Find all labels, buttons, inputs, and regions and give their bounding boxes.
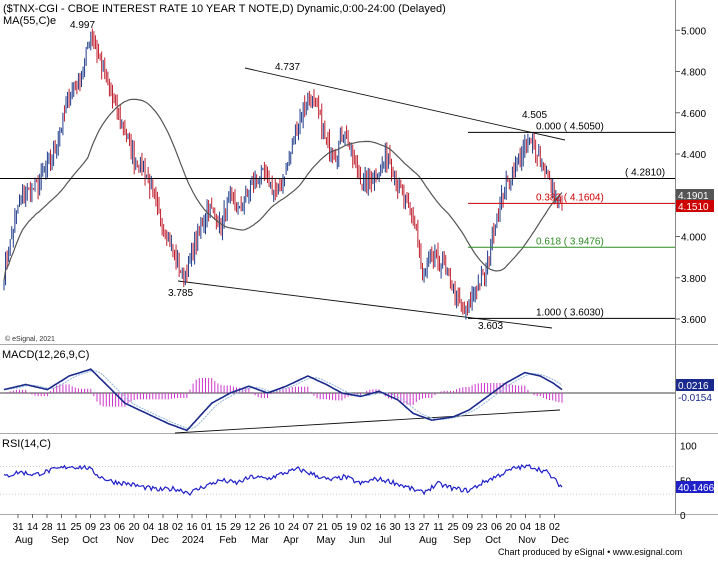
- x-month-label: 2024: [182, 535, 205, 546]
- price-tick-label: 4.800: [681, 68, 706, 79]
- chart-title: ($TNX-CGI - CBOE INTEREST RATE 10 YEAR T…: [3, 3, 446, 15]
- x-day-label: 02: [549, 522, 561, 533]
- level-label-fib-382: 0.382 ( 4.1604): [536, 192, 604, 203]
- x-day-label: 24: [288, 522, 300, 533]
- x-day-label: 20: [128, 522, 140, 533]
- price-tick-label: 4.400: [681, 150, 706, 161]
- x-day-label: 04: [143, 522, 155, 533]
- x-day-label: 16: [186, 522, 198, 533]
- x-day-label: 23: [476, 522, 488, 533]
- ma-legend: MA(55,C)e: [3, 15, 56, 27]
- price-tick-label: 5.000: [681, 26, 706, 37]
- x-month-label: Nov: [116, 535, 134, 546]
- level-label-fib-618: 0.618 ( 3.9476): [536, 236, 604, 247]
- price-annotation: 4.997: [70, 20, 95, 31]
- upper-trendline: [244, 67, 566, 141]
- price-annotation: 3.603: [478, 321, 503, 332]
- x-day-label: 02: [172, 522, 184, 533]
- ma-value-badge: 4.1901: [678, 191, 709, 202]
- x-day-label: 20: [505, 522, 517, 533]
- price-annotation: 4.505: [522, 110, 547, 121]
- price-value-badge-bg: [676, 200, 714, 212]
- rsi-tick-label: 0: [680, 511, 686, 522]
- x-day-label: 25: [70, 522, 82, 533]
- ma-line: [3, 98, 563, 281]
- macd-value-badge: 0.0216: [678, 381, 709, 392]
- copyright-text: © eSignal, 2021: [5, 335, 55, 343]
- macd-line: [3, 368, 563, 432]
- rsi-value-badge: 40.1466: [678, 483, 715, 494]
- price-value-badge: 4.1510: [678, 202, 709, 213]
- x-day-label: 16: [375, 522, 387, 533]
- level-label-support: ( 4.2810): [625, 168, 665, 179]
- x-day-label: 01: [201, 522, 213, 533]
- rsi-tick-label: 100: [680, 442, 697, 453]
- x-day-label: 09: [462, 522, 474, 533]
- macd-title: MACD(12,26,9,C): [2, 349, 89, 361]
- x-month-label: May: [317, 535, 336, 546]
- x-day-label: 14: [27, 522, 39, 533]
- x-day-label: 30: [389, 522, 401, 533]
- x-month-label: Mar: [251, 535, 269, 546]
- x-day-label: 10: [273, 522, 285, 533]
- x-month-label: Dec: [551, 535, 569, 546]
- rsi-title: RSI(14,C): [2, 438, 51, 450]
- rsi-line: [3, 463, 563, 496]
- signal-value-badge: -0.0154: [678, 393, 712, 404]
- footer-credit: Chart produced by eSignal • www.esignal.…: [498, 547, 682, 557]
- x-day-label: 19: [346, 522, 358, 533]
- x-month-label: Aug: [15, 535, 33, 546]
- x-month-label: Oct: [82, 535, 98, 546]
- lower-trendline: [177, 280, 553, 329]
- x-day-label: 26: [259, 522, 271, 533]
- x-day-label: 11: [433, 522, 444, 533]
- price-annotation: 4.737: [275, 62, 300, 73]
- x-month-label: Sep: [51, 535, 69, 546]
- x-day-label: 07: [302, 522, 314, 533]
- x-month-label: Nov: [518, 535, 536, 546]
- x-day-label: 04: [520, 522, 532, 533]
- x-day-label: 29: [230, 522, 242, 533]
- x-month-label: Aug: [419, 535, 437, 546]
- x-month-label: Jul: [379, 535, 392, 546]
- x-day-label: 27: [418, 522, 430, 533]
- x-month-label: Sep: [453, 535, 471, 546]
- x-day-label: 11: [56, 522, 67, 533]
- x-month-label: Feb: [219, 535, 237, 546]
- x-month-label: Jun: [349, 535, 365, 546]
- price-tick-label: 3.800: [681, 274, 706, 285]
- macd-value-badge-bg: [676, 379, 714, 391]
- x-day-label: 13: [404, 522, 416, 533]
- x-day-label: 18: [157, 522, 169, 533]
- x-day-label: 06: [491, 522, 503, 533]
- rsi-value-badge-bg: [676, 481, 714, 493]
- level-label-fib-100: 1.000 ( 3.6030): [536, 307, 604, 318]
- price-annotation: 3.785: [168, 288, 193, 299]
- macd-trendline: [174, 409, 561, 434]
- price-tick-label: 3.600: [681, 315, 706, 326]
- x-day-label: 23: [99, 522, 111, 533]
- x-month-label: Apr: [283, 535, 299, 546]
- x-day-label: 12: [244, 522, 256, 533]
- x-day-label: 05: [331, 522, 343, 533]
- signal-value-badge-bg: [676, 391, 714, 403]
- x-day-label: 09: [85, 522, 97, 533]
- level-label-fib-0: 0.000 ( 4.5050): [536, 121, 604, 132]
- macd-signal-line: [3, 370, 563, 430]
- x-month-label: Dec: [151, 535, 169, 546]
- price-tick-label: 4.600: [681, 109, 706, 120]
- x-day-label: 21: [317, 522, 329, 533]
- x-day-label: 28: [41, 522, 53, 533]
- x-day-label: 15: [215, 522, 227, 533]
- x-day-label: 02: [360, 522, 372, 533]
- ma-value-badge-bg: [676, 189, 714, 201]
- x-day-label: 25: [447, 522, 459, 533]
- price-tick-label: 4.000: [681, 233, 706, 244]
- x-day-label: 31: [12, 522, 24, 533]
- x-day-label: 06: [114, 522, 126, 533]
- x-month-label: Oct: [485, 535, 501, 546]
- x-day-label: 18: [534, 522, 546, 533]
